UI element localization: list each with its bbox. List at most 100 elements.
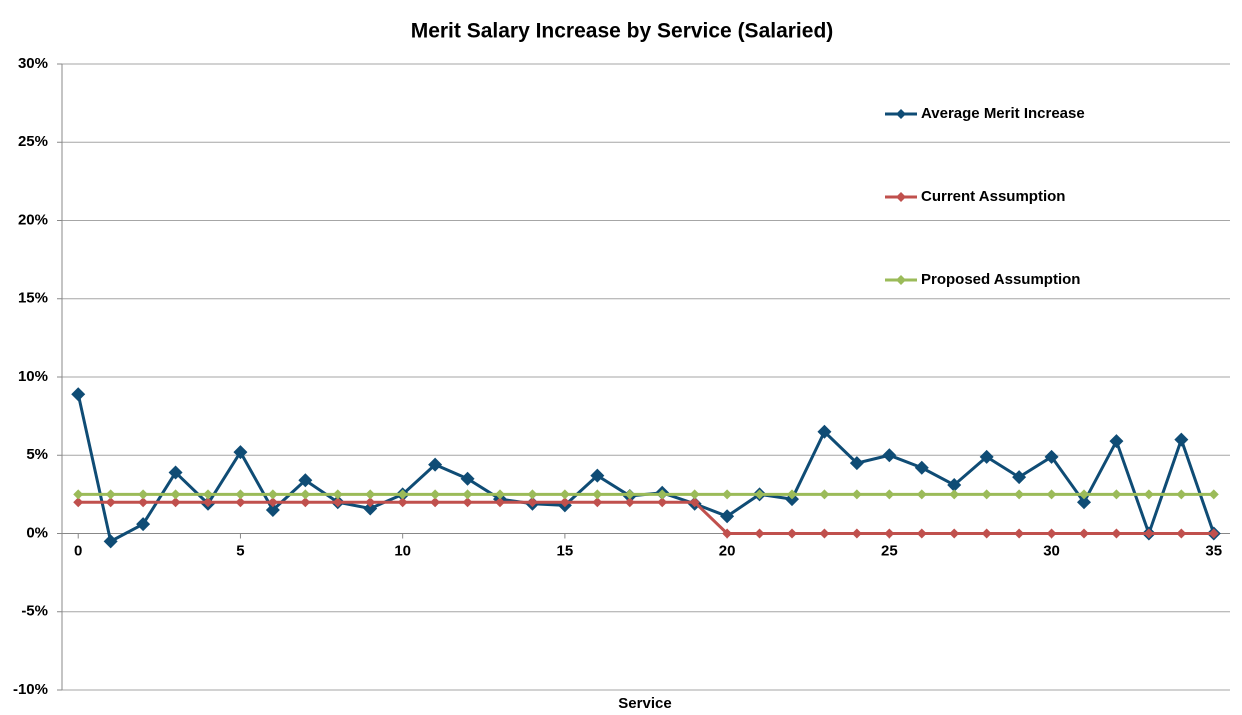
- data-point: [592, 497, 603, 508]
- data-point: [203, 497, 213, 508]
- data-point: [170, 497, 181, 508]
- data-point: [103, 534, 118, 549]
- data-point: [1079, 489, 1089, 500]
- x-tick-label: 30: [1043, 542, 1060, 559]
- data-point: [1044, 449, 1059, 464]
- y-tick-label: 0%: [26, 524, 48, 541]
- data-point: [592, 489, 603, 500]
- x-tick-label: 20: [719, 542, 736, 559]
- data-point: [947, 477, 962, 492]
- data-point: [363, 501, 378, 516]
- data-point: [1109, 434, 1124, 449]
- data-point: [819, 489, 830, 500]
- data-point: [298, 473, 313, 488]
- data-point: [495, 489, 505, 500]
- data-point: [235, 497, 246, 508]
- data-point: [300, 497, 311, 508]
- x-tick-label: 35: [1205, 542, 1222, 559]
- data-point: [1012, 470, 1027, 485]
- data-point: [884, 528, 895, 539]
- y-tick-label: 20%: [18, 211, 48, 228]
- y-tick-label: 15%: [18, 290, 48, 307]
- data-point: [1077, 495, 1091, 510]
- x-tick-label: 25: [881, 542, 898, 559]
- data-point: [1143, 489, 1154, 500]
- data-point: [851, 528, 862, 539]
- y-tick-label: 5%: [26, 446, 48, 463]
- data-point: [722, 528, 733, 539]
- series-line: [78, 500, 1214, 535]
- data-point: [1208, 489, 1219, 500]
- data-point: [73, 497, 84, 508]
- data-point: [851, 489, 862, 500]
- data-point: [787, 489, 797, 500]
- data-point: [105, 497, 116, 508]
- data-point: [981, 528, 992, 539]
- data-point: [559, 489, 570, 500]
- data-point: [397, 489, 408, 500]
- data-point: [265, 503, 280, 518]
- data-point: [559, 497, 570, 508]
- data-point: [882, 448, 897, 463]
- x-tick-label: 15: [557, 542, 574, 559]
- data-point: [916, 528, 927, 539]
- data-point: [462, 497, 473, 508]
- data-point: [1111, 489, 1122, 500]
- data-point: [657, 497, 668, 508]
- data-point: [138, 489, 149, 500]
- data-point: [590, 468, 605, 483]
- data-point: [168, 465, 183, 480]
- data-point: [787, 528, 797, 539]
- data-point: [949, 528, 960, 539]
- data-point: [1111, 528, 1122, 539]
- data-point: [689, 489, 700, 500]
- y-tick-label: 25%: [18, 133, 48, 150]
- data-point: [949, 489, 960, 500]
- y-tick-label: 30%: [18, 55, 48, 72]
- data-point: [981, 489, 992, 500]
- legend-label: Average Merit Increase: [921, 105, 1085, 122]
- data-point: [365, 497, 376, 508]
- data-point: [1079, 528, 1089, 539]
- data-point: [1208, 528, 1219, 539]
- x-axis-label: Service: [618, 695, 671, 712]
- data-point: [233, 445, 248, 460]
- legend-label: Proposed Assumption: [921, 271, 1080, 288]
- legend-label: Current Assumption: [921, 188, 1065, 205]
- data-point: [657, 489, 668, 500]
- data-point: [495, 497, 505, 508]
- data-point: [267, 497, 278, 508]
- data-point: [105, 489, 116, 500]
- data-point: [460, 471, 475, 486]
- data-point: [754, 489, 765, 500]
- data-point: [819, 528, 830, 539]
- data-point: [170, 489, 181, 500]
- legend-marker: [896, 275, 906, 285]
- data-point: [754, 528, 765, 539]
- data-point: [979, 449, 994, 464]
- legend-marker: [896, 109, 906, 119]
- data-point: [527, 489, 538, 500]
- data-point: [267, 489, 278, 500]
- data-point: [849, 456, 864, 471]
- data-point: [203, 489, 213, 500]
- chart-title: Merit Salary Increase by Service (Salari…: [411, 20, 834, 43]
- data-point: [73, 489, 84, 500]
- data-point: [884, 489, 895, 500]
- legend-marker: [896, 192, 906, 202]
- series-line: [76, 393, 1216, 544]
- data-point: [136, 517, 151, 532]
- data-point: [1174, 432, 1189, 447]
- data-point: [722, 489, 733, 500]
- data-point: [462, 489, 473, 500]
- y-tick-label: -10%: [13, 681, 48, 698]
- data-point: [916, 489, 927, 500]
- data-point: [624, 489, 635, 500]
- y-tick-label: -5%: [21, 603, 48, 620]
- x-tick-label: 10: [394, 542, 411, 559]
- data-point: [71, 387, 86, 402]
- data-point: [430, 489, 441, 500]
- data-point: [689, 497, 700, 508]
- data-point: [527, 497, 538, 508]
